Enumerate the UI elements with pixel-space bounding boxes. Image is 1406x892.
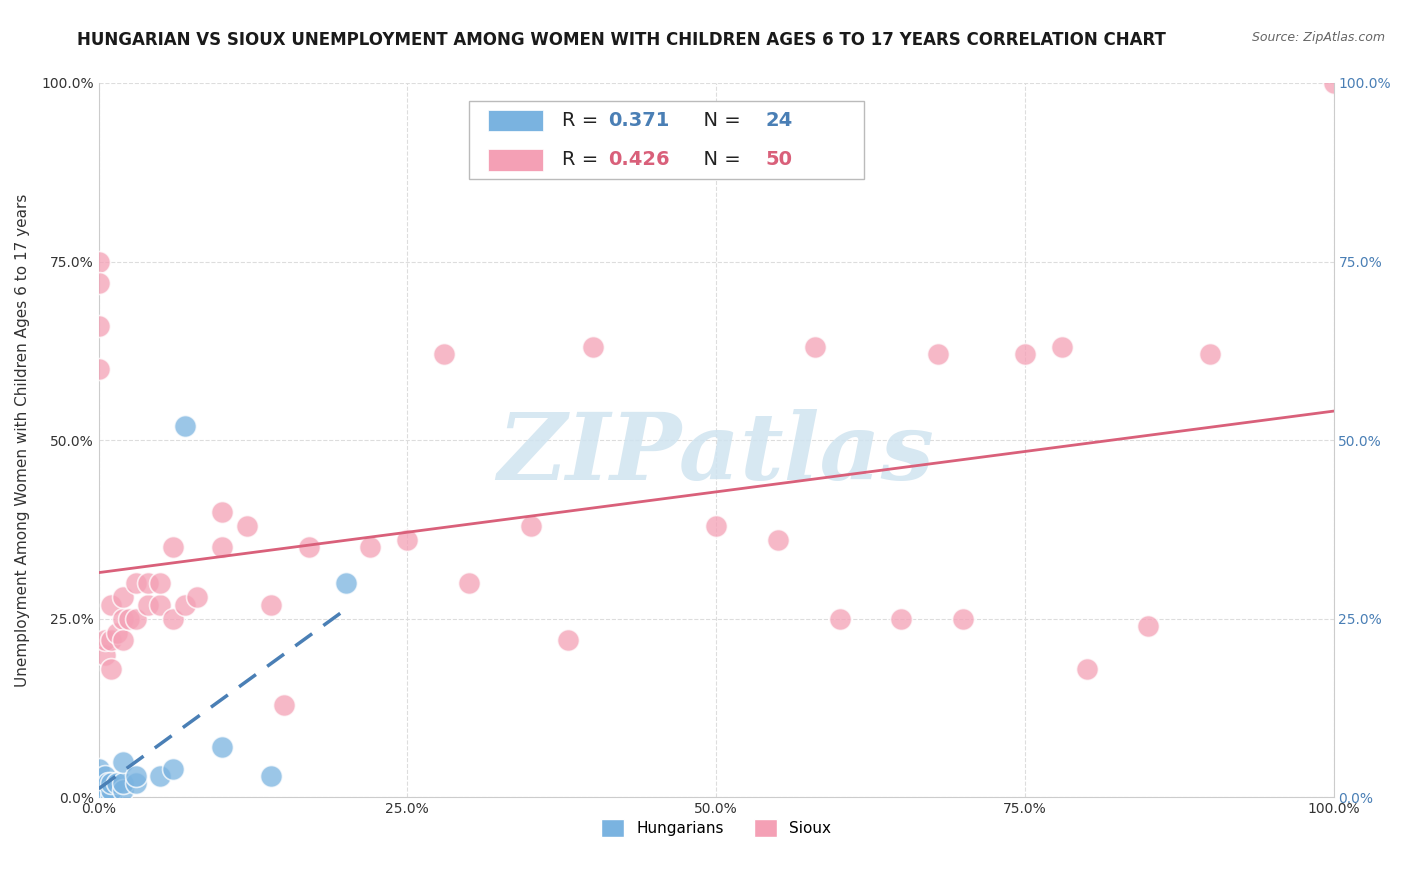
Point (704, 519, 727, 533)
Point (97, 776, 120, 790)
Point (927, 347, 949, 361)
Point (87, 783, 110, 797)
Point (297, 541, 319, 555)
Text: R =: R = (561, 150, 605, 169)
Text: N =: N = (692, 150, 748, 169)
Point (766, 533, 789, 548)
Point (94, 790, 117, 805)
Point (359, 541, 381, 555)
Point (433, 347, 456, 361)
Point (236, 519, 259, 533)
Point (105, 626, 128, 640)
Text: 50: 50 (765, 150, 793, 169)
Point (260, 598, 283, 612)
Point (162, 612, 184, 626)
Point (100, 783, 122, 797)
Point (396, 533, 419, 548)
Point (458, 576, 481, 591)
Point (952, 612, 974, 626)
Text: 0.426: 0.426 (609, 150, 671, 169)
Point (112, 612, 135, 626)
Point (118, 612, 141, 626)
Text: Source: ZipAtlas.com: Source: ZipAtlas.com (1251, 31, 1385, 45)
Point (100, 633, 122, 648)
Point (112, 776, 135, 790)
Point (87, 361, 110, 376)
Point (124, 612, 146, 626)
Text: ZIPatlas: ZIPatlas (498, 409, 935, 500)
Point (87, 790, 110, 805)
Point (136, 598, 159, 612)
Text: N =: N = (692, 111, 748, 130)
Point (520, 519, 543, 533)
Point (260, 769, 283, 783)
Text: R =: R = (561, 111, 605, 130)
Point (105, 776, 128, 790)
Point (211, 505, 233, 519)
Point (100, 598, 122, 612)
Point (112, 633, 135, 648)
Point (581, 340, 603, 354)
Point (335, 576, 357, 591)
Point (149, 598, 172, 612)
Point (112, 783, 135, 797)
Point (124, 576, 146, 591)
Point (87, 776, 110, 790)
Point (149, 769, 172, 783)
Point (87, 762, 110, 776)
FancyBboxPatch shape (470, 101, 865, 179)
Text: 24: 24 (765, 111, 793, 130)
Point (174, 598, 197, 612)
Point (136, 576, 159, 591)
Point (1014, 347, 1036, 361)
FancyBboxPatch shape (488, 110, 543, 131)
Point (100, 776, 122, 790)
Point (162, 541, 184, 555)
Legend: Hungarians, Sioux: Hungarians, Sioux (595, 813, 838, 844)
Text: HUNGARIAN VS SIOUX UNEMPLOYMENT AMONG WOMEN WITH CHILDREN AGES 6 TO 17 YEARS COR: HUNGARIAN VS SIOUX UNEMPLOYMENT AMONG WO… (77, 31, 1166, 49)
Point (112, 755, 135, 769)
Point (186, 591, 208, 605)
Y-axis label: Unemployment Among Women with Children Ages 6 to 17 years: Unemployment Among Women with Children A… (15, 194, 30, 687)
Point (87, 318, 110, 333)
Point (124, 769, 146, 783)
Point (804, 340, 827, 354)
Point (94, 783, 117, 797)
Point (211, 740, 233, 755)
Point (1137, 619, 1160, 633)
Point (557, 633, 579, 648)
Point (87, 254, 110, 268)
Point (1050, 340, 1073, 354)
Point (87, 787, 110, 801)
Point (890, 612, 912, 626)
Point (211, 541, 233, 555)
Point (1322, 76, 1344, 90)
Point (828, 612, 851, 626)
Point (124, 776, 146, 790)
Point (94, 769, 117, 783)
FancyBboxPatch shape (488, 149, 543, 170)
Point (100, 662, 122, 676)
Point (1076, 662, 1098, 676)
Point (94, 633, 117, 648)
Point (162, 762, 184, 776)
Point (94, 648, 117, 662)
Point (112, 591, 135, 605)
Point (87, 276, 110, 290)
Point (149, 576, 172, 591)
Point (273, 698, 295, 712)
Point (100, 790, 122, 805)
Text: 0.371: 0.371 (609, 111, 671, 130)
Point (174, 418, 197, 433)
Point (1199, 347, 1222, 361)
